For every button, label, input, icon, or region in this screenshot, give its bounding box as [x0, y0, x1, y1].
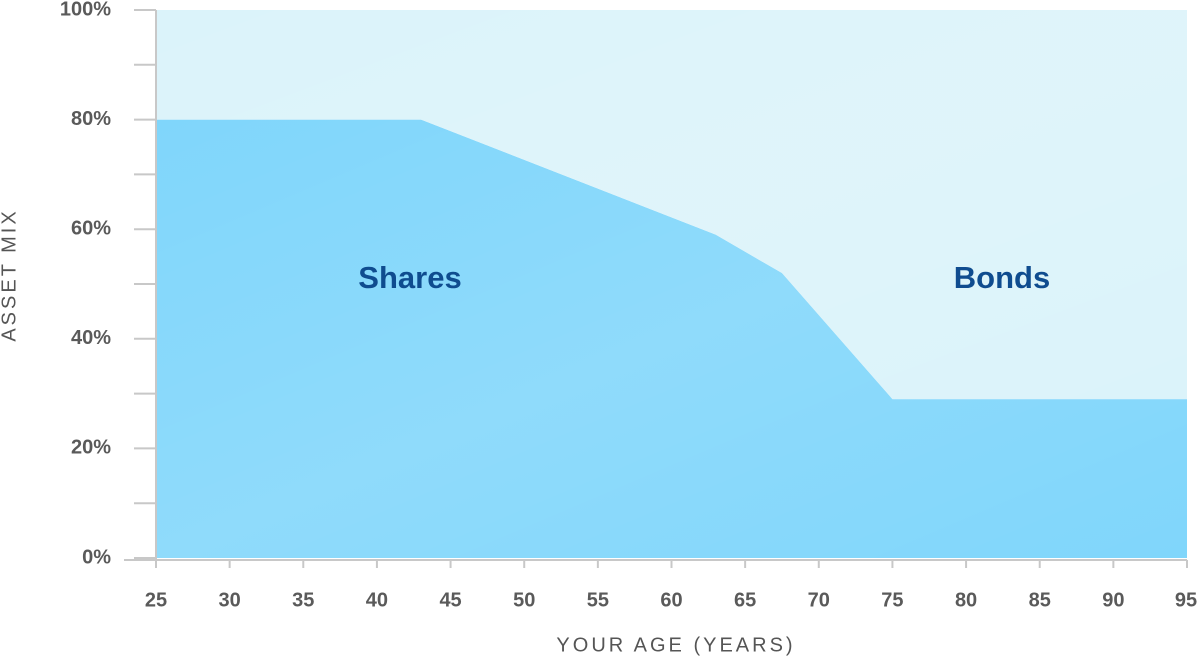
area-sheen	[156, 10, 1187, 400]
x-tick-label: 60	[660, 589, 682, 611]
x-tick-label: 55	[587, 589, 609, 611]
x-tick-label: 30	[219, 589, 241, 611]
x-tick-label: 80	[955, 589, 977, 611]
x-tick-label: 85	[1029, 589, 1051, 611]
x-tick-label: 45	[439, 589, 461, 611]
x-tick-label: 70	[808, 589, 830, 611]
x-tick-label: 65	[734, 589, 756, 611]
x-tick-label: 50	[513, 589, 535, 611]
x-tick-label: 35	[292, 589, 314, 611]
series-label: Shares	[358, 260, 461, 295]
y-tick-label: 0%	[82, 546, 111, 568]
x-tick-label: 95	[1175, 589, 1197, 611]
series-label: Bonds	[954, 260, 1050, 295]
y-tick-label: 40%	[71, 327, 111, 349]
y-tick-label: 80%	[71, 108, 111, 130]
x-tick-label: 75	[881, 589, 903, 611]
area-sheen	[156, 119, 1187, 558]
x-tick-label: 90	[1102, 589, 1124, 611]
x-tick-label: 40	[366, 589, 388, 611]
y-tick-label: 20%	[71, 437, 111, 459]
y-tick-label: 60%	[71, 217, 111, 239]
x-tick-label: 25	[145, 589, 167, 611]
x-axis-title: YOUR AGE (YEARS)	[556, 634, 795, 656]
y-tick-label: 100%	[60, 0, 111, 20]
y-axis-title: ASSET MIX	[0, 208, 20, 341]
